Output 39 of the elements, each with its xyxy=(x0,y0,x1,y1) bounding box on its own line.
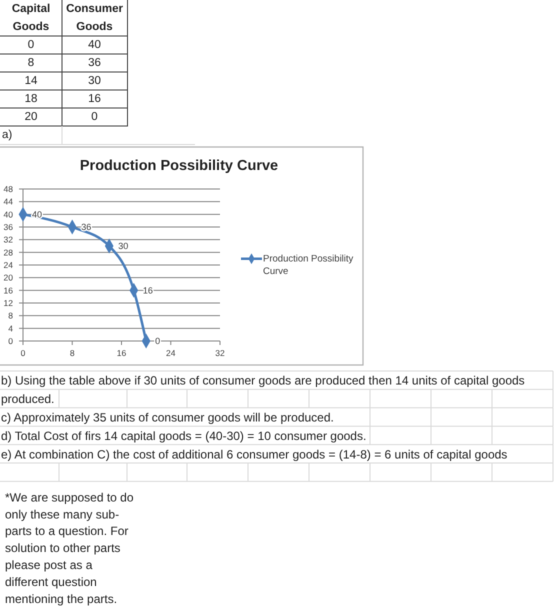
y-tick-label: 24 xyxy=(4,260,14,270)
text: 0 xyxy=(28,39,34,51)
y-tick-label: 8 xyxy=(8,310,14,321)
y-tick-label: 28 xyxy=(4,247,14,258)
text: b) Using the table above if 30 units of consumer goods are produced then 14 units of capital goods produced. xyxy=(1,374,525,406)
legend-label: Production Possibility Curve xyxy=(263,253,354,277)
text: a) xyxy=(2,129,12,141)
text: 0 xyxy=(91,111,98,123)
text: *We are supposed to do only these many sub-parts to a question. For solution to other parts please post as a different question mentioning the parts. xyxy=(5,490,134,606)
text: c) Approximately 35 units of consumer goods will be produced. xyxy=(1,410,334,424)
y-tick-label: 36 xyxy=(4,222,14,232)
text: 20 xyxy=(24,111,38,123)
y-tick-label: 12 xyxy=(4,298,14,308)
y-tick-label: 0 xyxy=(8,336,14,346)
x-tick-label: 8 xyxy=(70,348,75,358)
text: Consumer Goods xyxy=(66,3,124,33)
y-tick-label: 16 xyxy=(4,285,14,296)
text: 14 xyxy=(24,75,38,87)
x-tick-label: 0 xyxy=(20,348,26,358)
text: 30 xyxy=(88,75,101,87)
x-tick-label: 32 xyxy=(215,348,225,358)
data-label: 30 xyxy=(118,241,128,251)
text: 18 xyxy=(24,93,38,105)
y-tick-label: 4 xyxy=(8,323,14,334)
x-tick-label: 24 xyxy=(166,348,176,358)
text: 36 xyxy=(88,57,101,69)
y-tick-label: 40 xyxy=(4,209,14,220)
x-tick-label: 16 xyxy=(116,348,126,358)
text: e) At combination C) the cost of additional 6 consumer goods = (14-8) = 6 units of capital goods xyxy=(1,447,508,462)
y-tick-label: 32 xyxy=(4,234,14,245)
text: 40 xyxy=(88,39,101,51)
y-tick-label: 44 xyxy=(4,196,14,207)
text: Capital Goods xyxy=(12,3,50,33)
text: 16 xyxy=(88,93,101,105)
chart-title: Production Possibility Curve xyxy=(80,158,278,174)
y-tick-label: 48 xyxy=(4,184,14,194)
text: 8 xyxy=(28,57,34,69)
y-tick-label: 20 xyxy=(4,272,14,283)
text: d) Total Cost of firs 14 capital goods = (40-30) = 10 consumer goods. xyxy=(1,428,366,443)
